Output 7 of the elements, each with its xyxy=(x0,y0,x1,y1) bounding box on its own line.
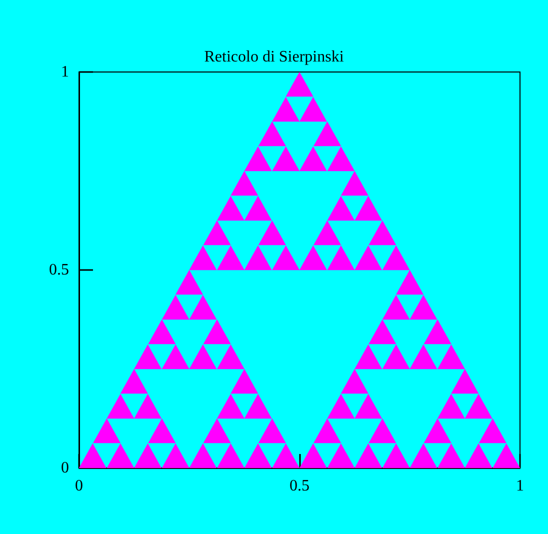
y-tick-label: 0.5 xyxy=(49,262,69,278)
x-tick-label: 0.5 xyxy=(290,478,310,494)
x-tick-label: 0 xyxy=(75,478,83,494)
x-tick-label: 1 xyxy=(516,478,524,494)
y-tick-label: 0 xyxy=(61,460,69,476)
chart-title: Reticolo di Sierpinski xyxy=(204,48,344,66)
y-tick-label: 1 xyxy=(61,64,69,80)
